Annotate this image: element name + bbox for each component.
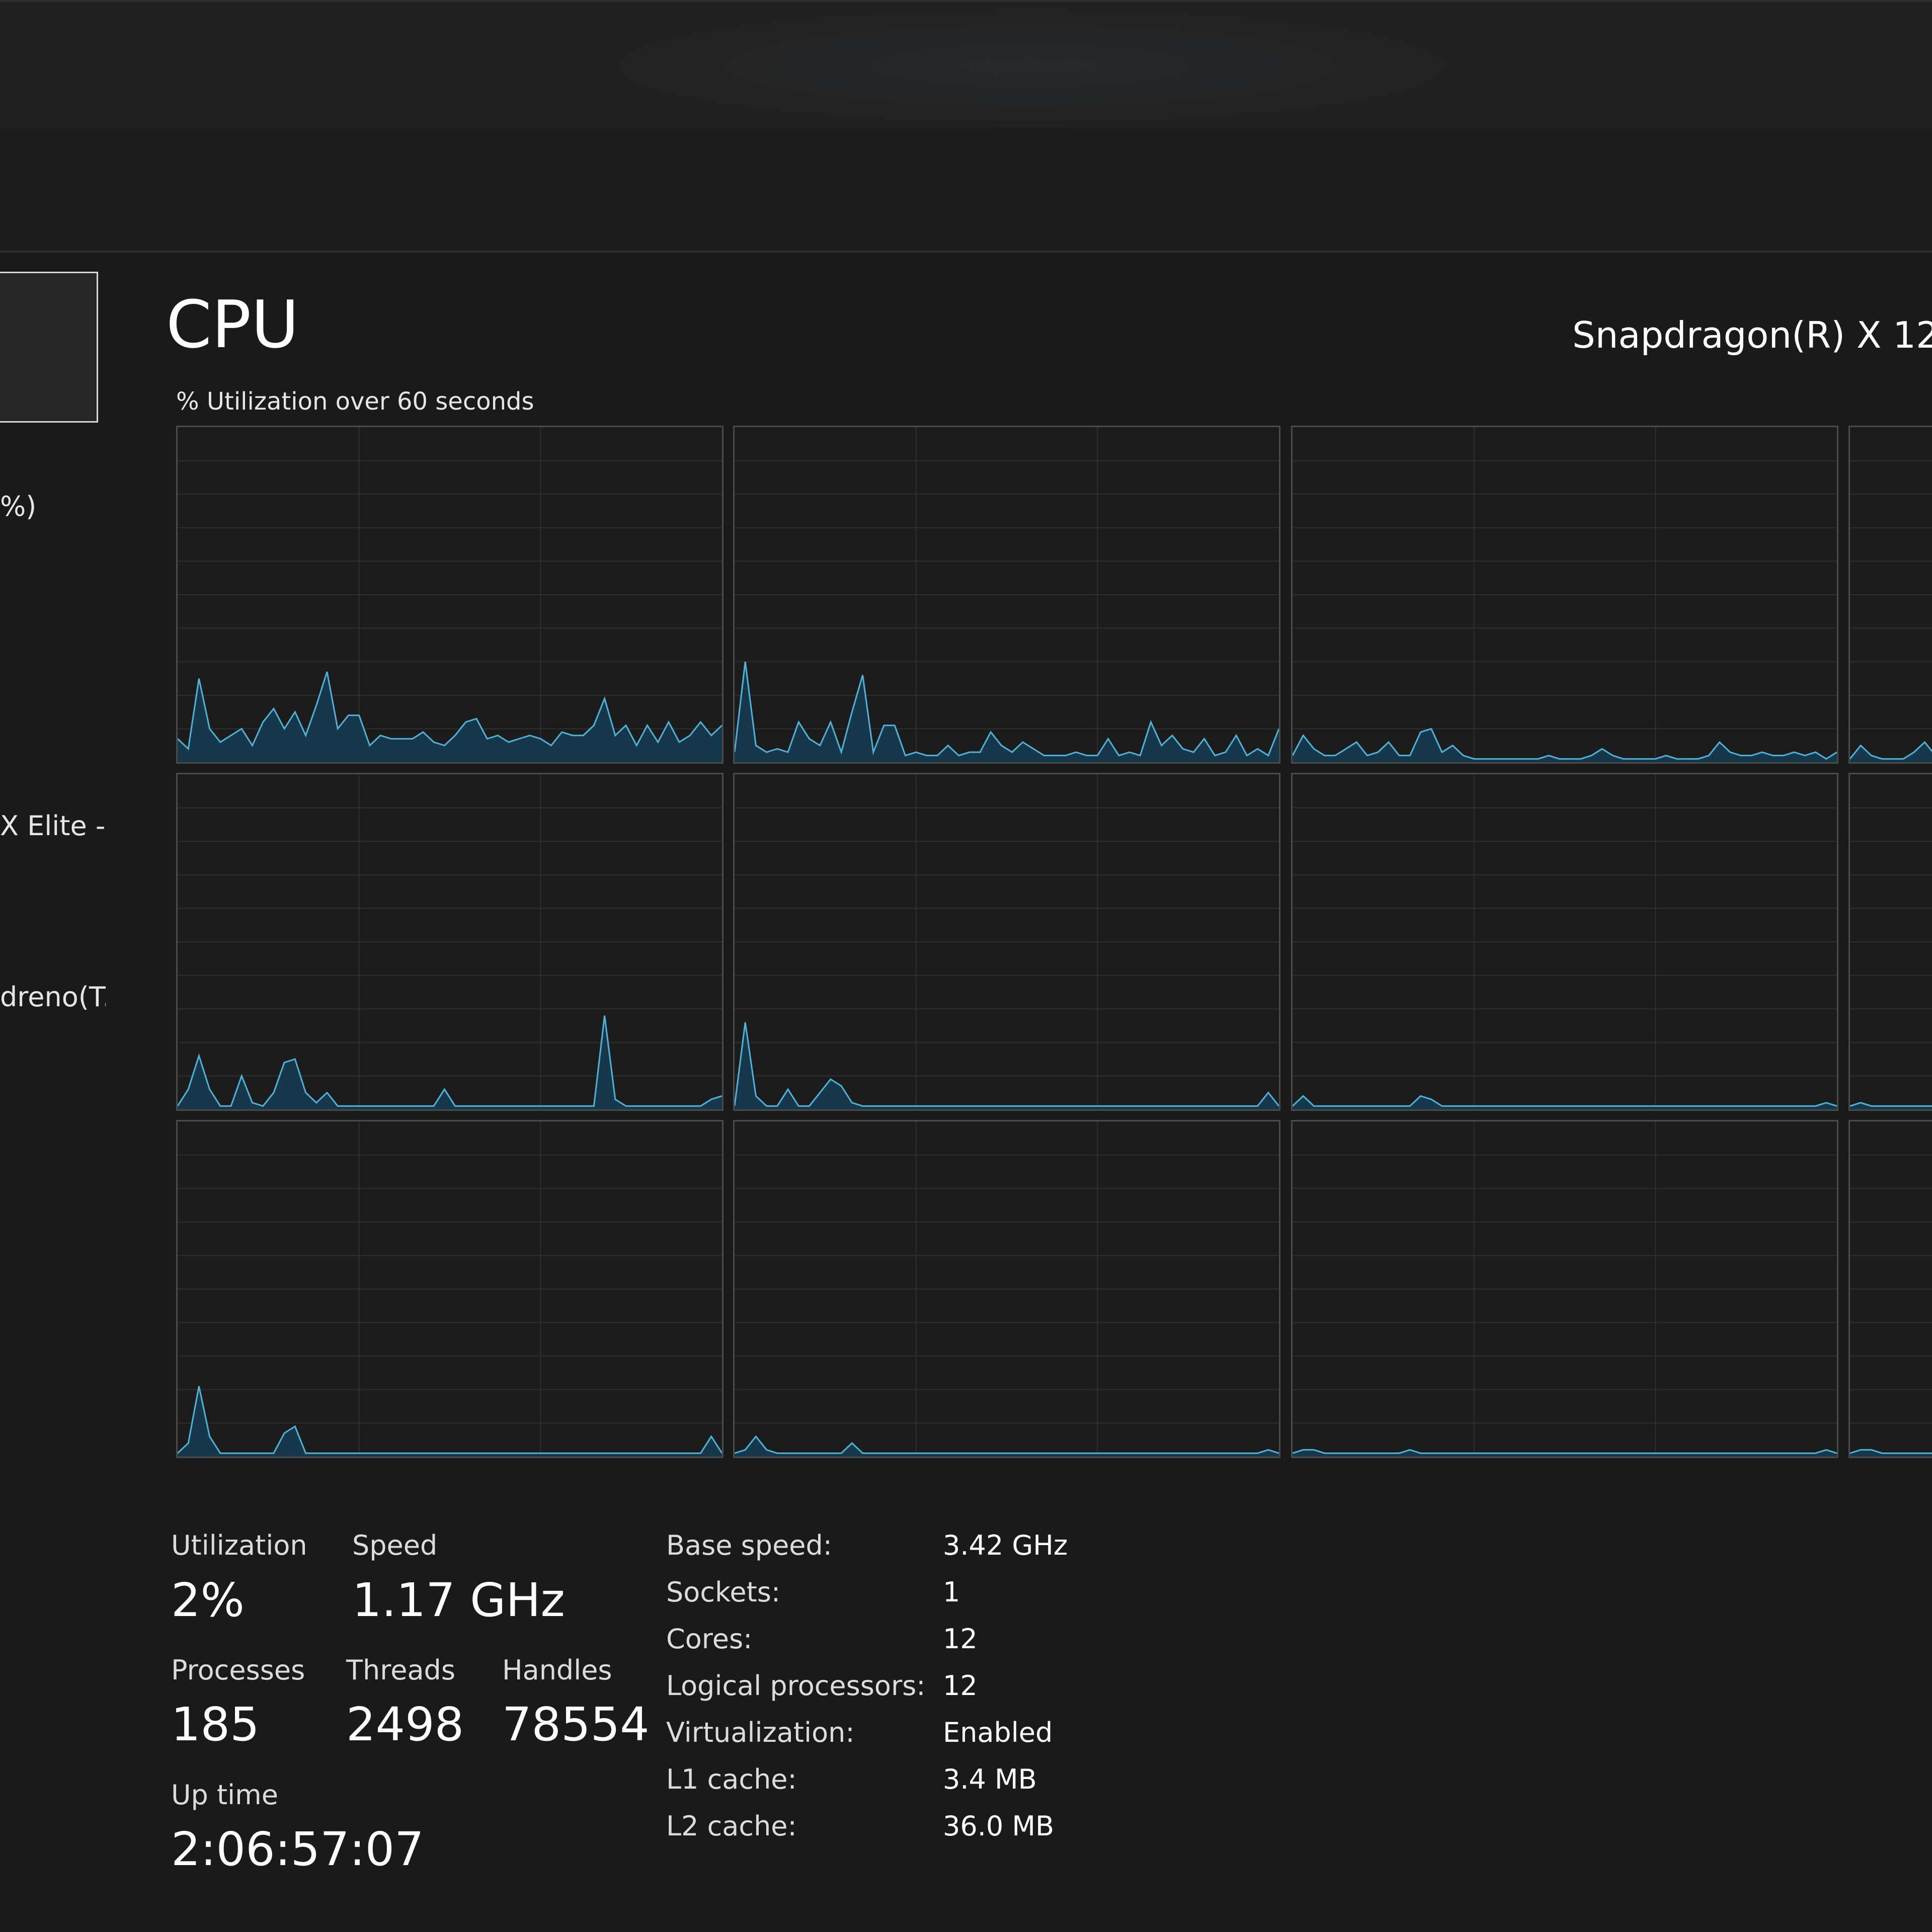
processor-name: Snapdragon(R) X 12- [1572,314,1932,356]
utilization-line [1850,741,1932,760]
utilization-line [1293,1449,1837,1454]
sidebar-selected-item[interactable] [0,272,98,423]
l2-cache-label: L2 cache: [666,1810,797,1842]
core-graph [1848,773,1932,1111]
core-graph [733,1120,1280,1458]
processes-label: Processes [171,1654,305,1686]
sockets-label: Sockets: [666,1576,781,1608]
core-graph [176,426,723,764]
uptime-label: Up time [171,1779,278,1811]
core-graph-plot [1850,807,1932,1109]
core-graph [1848,1120,1932,1458]
threads-value: 2498 [346,1698,464,1751]
utilization-line [1850,1449,1932,1454]
core-graph [1291,1120,1838,1458]
utilization-area [1293,1450,1837,1457]
title-bar [0,0,1932,130]
processes-value: 185 [171,1698,260,1751]
core-graph [1291,773,1838,1111]
logical-processors-label: Logical processors: [666,1670,926,1702]
utilization-value: 2% [171,1573,245,1627]
threads-label: Threads [346,1654,455,1686]
uptime-value: 2:06:57:07 [171,1822,424,1876]
utilization-area [178,672,722,762]
core-graph-plot [178,774,722,1109]
utilization-area [1293,1096,1837,1109]
utilization-line [735,1435,1279,1454]
core-graph [176,1120,723,1458]
utilization-label: Utilization [171,1530,307,1561]
core-graph [733,426,1280,764]
sidebar-item-cpu-percent[interactable]: %) [0,491,37,522]
core-graph-plot [178,1121,722,1457]
core-graph [1291,426,1838,764]
sockets-value: 1 [943,1576,960,1608]
virtualization-value: Enabled [943,1717,1053,1748]
handles-value: 78554 [502,1698,650,1751]
core-graph-plot [735,427,1279,762]
handles-label: Handles [502,1654,612,1686]
utilization-area [735,1436,1279,1457]
core-graph [733,773,1280,1111]
utilization-area [735,1022,1279,1109]
virtualization-label: Virtualization: [666,1717,855,1748]
cores-value: 12 [943,1623,978,1655]
sidebar-item-npu[interactable]: X Elite - [0,810,106,842]
l1-cache-value: 3.4 MB [943,1763,1037,1795]
core-graph-plot [1293,1121,1837,1457]
utilization-line [1850,1102,1932,1107]
sidebar-item-gpu[interactable]: dreno(T. [0,981,106,1013]
utilization-line [735,662,1279,757]
page-title: CPU [166,286,299,363]
core-graph-plot [1850,1154,1932,1457]
utilization-area [178,1015,722,1109]
toolbar [0,128,1932,253]
core-graph [1848,426,1932,764]
core-graph-plot [1293,774,1837,1109]
utilization-area [1293,729,1837,762]
speed-value: 1.17 GHz [352,1573,565,1627]
base-speed-label: Base speed: [666,1530,832,1561]
utilization-line [1293,728,1837,760]
utilization-line [178,1015,722,1107]
utilization-line [1293,1095,1837,1107]
base-speed-value: 3.42 GHz [943,1530,1068,1561]
utilization-line [178,1386,722,1454]
core-graph-plot [1850,460,1932,762]
utilization-area [1850,742,1932,762]
utilization-area [178,1386,722,1457]
core-graph-plot [1293,427,1837,762]
utilization-line [178,671,722,751]
core-graph-plot [178,427,722,762]
core-graph-plot [735,1121,1279,1457]
core-graph [176,773,723,1111]
speed-label: Speed [352,1530,438,1561]
l1-cache-label: L1 cache: [666,1763,797,1795]
utilization-line [735,1022,1279,1107]
core-graph-plot [735,774,1279,1109]
cores-label: Cores: [666,1623,753,1655]
logical-processors-value: 12 [943,1670,978,1702]
graph-caption: % Utilization over 60 seconds [176,387,534,416]
title-bar-glow [553,2,1509,130]
l2-cache-value: 36.0 MB [943,1810,1055,1842]
